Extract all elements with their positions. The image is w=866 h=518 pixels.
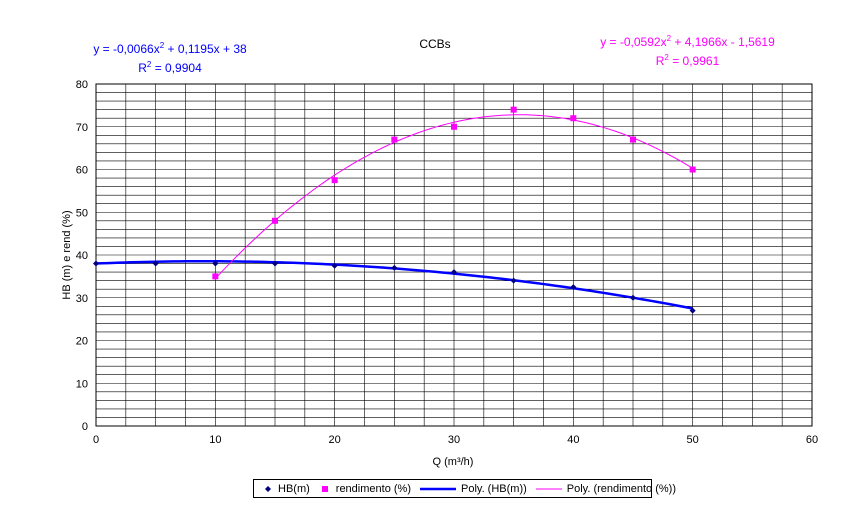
legend-label-poly-hb: Poly. (HB(m)) [460,482,527,495]
chart-title: CCBs [419,37,451,51]
legend-label-poly-rend: Poly. (rendimento (%)) [566,482,676,495]
hb-point [391,264,398,271]
hb-point [212,260,219,267]
y-tick-label: 60 [76,165,88,177]
magenta-line-icon [535,488,562,489]
hb-point [570,284,577,291]
rendimento-point [272,217,278,224]
y-tick-label: 20 [76,336,88,348]
hb-point [272,260,278,267]
square-marker-icon [321,485,328,492]
x-tick-label: 40 [567,434,579,446]
legend-item-rend: rendimento (%) [318,483,411,495]
y-tick-label: 80 [76,79,88,91]
rendimento-point [451,123,457,130]
hb-equation-head: y = -0,0066x [93,42,160,56]
hb-point [331,262,338,269]
grid [95,83,813,427]
rend-equation-head: y = -0,0592x [600,35,667,49]
x-tick-label: 0 [93,434,99,446]
x-tick-label: 30 [448,434,460,446]
legend-label-rend: rendimento (%) [335,482,411,495]
legend-label-hb: HB(m) [278,482,310,495]
hb-equation-tail: + 0,1195x + 38 [164,42,247,56]
hb-r2-value: = 0,9904 [154,61,202,75]
x-tick-label: 50 [687,434,699,446]
hb-point [93,260,99,267]
rendimento-point [391,136,398,143]
x-axis-label: Q (m³/h) [433,456,474,468]
legend-item-poly-rend: Poly. (rendimento (%)) [535,483,676,495]
hb-point [451,269,457,276]
y-tick-label: 70 [76,122,88,134]
rend-equation-tail: + 4,1966x - 1,5619 [671,35,775,49]
y-axis-ticks: 0 10 20 30 40 50 60 70 80 [76,79,88,433]
blue-line-icon [419,487,456,490]
rendimento-point [510,106,517,113]
x-tick-label: 10 [209,434,221,446]
hb-trendline-equation: y = -0,0066x2 + 0,1195x + 38 R2 = 0,9904 [93,41,247,75]
trendline-rend [214,114,693,279]
hb-point [510,277,517,284]
y-tick-label: 30 [76,293,88,305]
data-points [93,106,696,314]
y-tick-label: 10 [76,378,88,390]
hb-point [630,294,636,301]
y-axis-label: HB (m) e rend (%) [61,210,73,299]
rend-r2-value: = 0,9961 [672,54,720,68]
x-axis-ticks: 0 10 20 30 40 50 60 [93,434,818,446]
y-tick-label: 40 [76,250,88,262]
y-tick-label: 0 [82,421,88,433]
legend: HB(m) rendimento (%) Poly. (HB(m)) Poly.… [253,479,676,498]
rendimento-point [630,136,636,143]
x-tick-label: 60 [806,434,818,446]
rendimento-point [212,273,219,280]
rend-trendline-equation: y = -0,0592x2 + 4,1966x - 1,5619 R2 = 0,… [600,34,775,68]
rendimento-point [331,177,338,184]
rendimento-point [689,166,696,173]
hb-point [689,307,696,314]
hb-point [152,260,159,267]
y-tick-label: 50 [76,207,88,219]
rendimento-point [570,115,577,122]
legend-item-poly-hb: Poly. (HB(m)) [419,483,527,495]
legend-item-hb: HB(m) [262,483,310,495]
plot-area [95,83,813,427]
diamond-marker-icon [265,485,271,492]
x-tick-label: 20 [329,434,341,446]
